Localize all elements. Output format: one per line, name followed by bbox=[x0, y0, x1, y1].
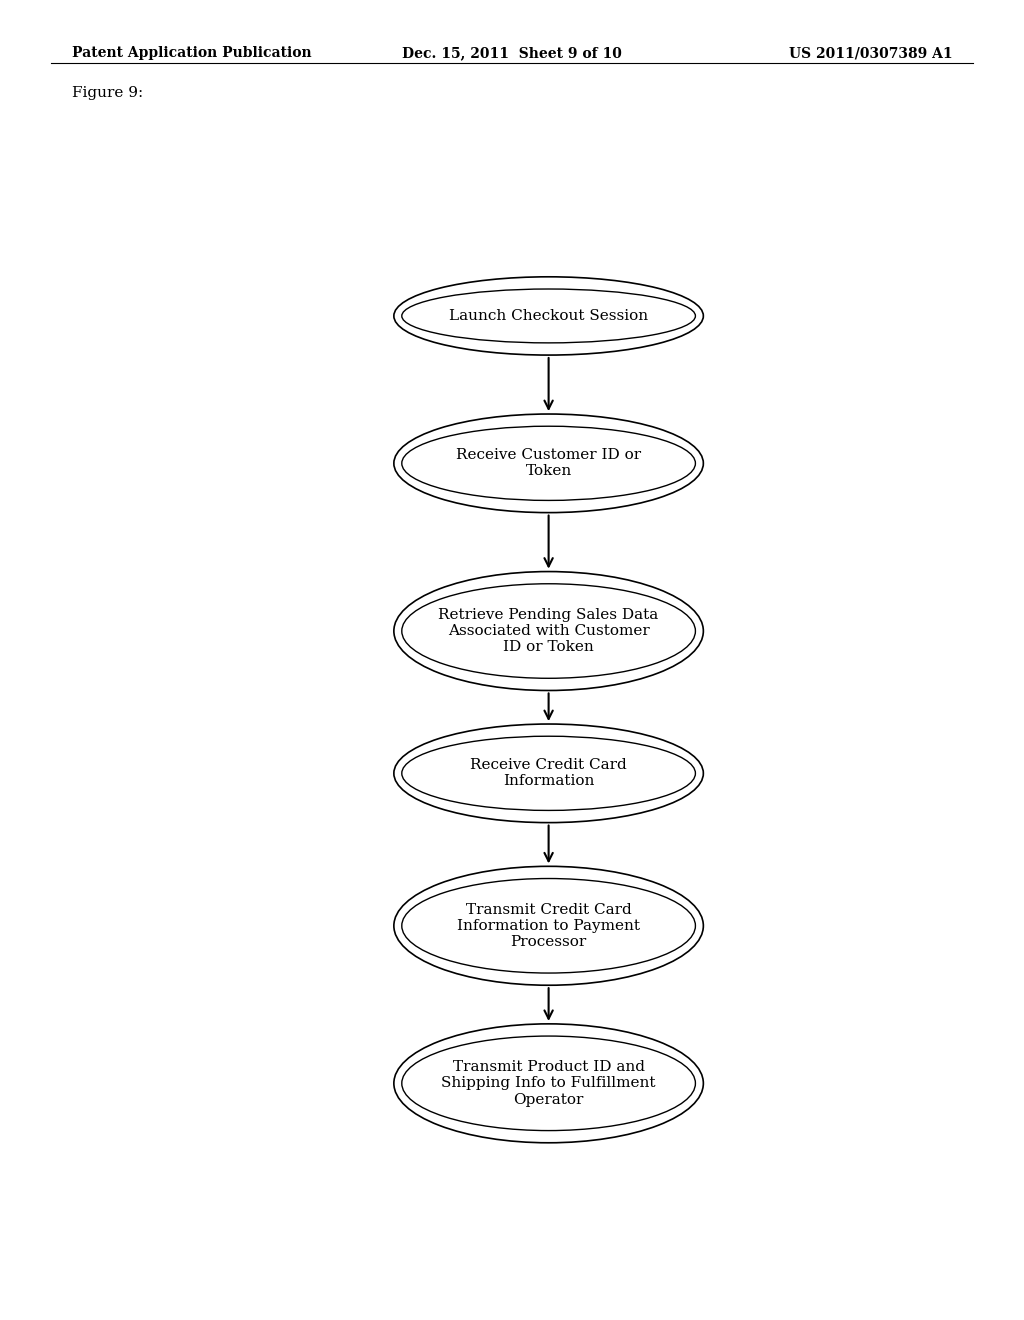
Text: Patent Application Publication: Patent Application Publication bbox=[72, 46, 311, 61]
Ellipse shape bbox=[394, 572, 703, 690]
Text: Transmit Product ID and
Shipping Info to Fulfillment
Operator: Transmit Product ID and Shipping Info to… bbox=[441, 1060, 655, 1106]
Ellipse shape bbox=[394, 414, 703, 512]
Ellipse shape bbox=[394, 1024, 703, 1143]
Ellipse shape bbox=[401, 737, 695, 810]
Text: Figure 9:: Figure 9: bbox=[72, 86, 143, 100]
Ellipse shape bbox=[394, 725, 703, 822]
Ellipse shape bbox=[394, 277, 703, 355]
Text: US 2011/0307389 A1: US 2011/0307389 A1 bbox=[788, 46, 952, 61]
Ellipse shape bbox=[401, 289, 695, 343]
Ellipse shape bbox=[401, 1036, 695, 1131]
Ellipse shape bbox=[394, 866, 703, 985]
Ellipse shape bbox=[401, 583, 695, 678]
Text: Receive Customer ID or
Token: Receive Customer ID or Token bbox=[456, 449, 641, 478]
Ellipse shape bbox=[401, 426, 695, 500]
Text: Receive Credit Card
Information: Receive Credit Card Information bbox=[470, 758, 627, 788]
Text: Dec. 15, 2011  Sheet 9 of 10: Dec. 15, 2011 Sheet 9 of 10 bbox=[402, 46, 622, 61]
Text: Retrieve Pending Sales Data
Associated with Customer
ID or Token: Retrieve Pending Sales Data Associated w… bbox=[438, 607, 658, 655]
Ellipse shape bbox=[401, 879, 695, 973]
Text: Transmit Credit Card
Information to Payment
Processor: Transmit Credit Card Information to Paym… bbox=[457, 903, 640, 949]
Text: Launch Checkout Session: Launch Checkout Session bbox=[450, 309, 648, 323]
